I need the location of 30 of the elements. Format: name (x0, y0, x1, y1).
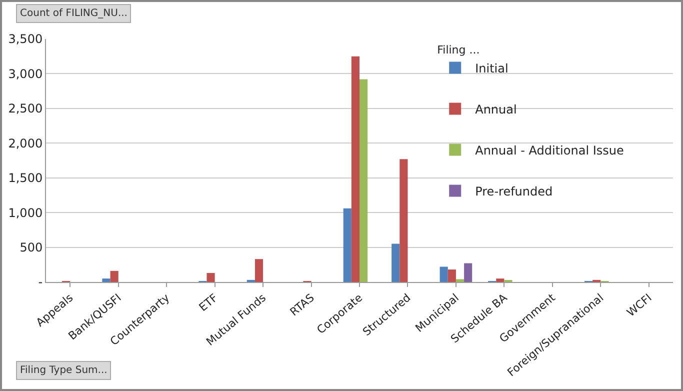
bar (110, 270, 118, 282)
bar (440, 266, 448, 282)
bar (102, 278, 110, 282)
text: Count of FILING_NU... (20, 8, 128, 19)
legend-label: Annual (475, 102, 517, 116)
y-tick-label: - (38, 275, 43, 290)
bar (456, 279, 464, 282)
bar (343, 208, 352, 282)
bar (254, 259, 264, 282)
legend-label: Pre-refunded (475, 184, 553, 198)
bar (400, 159, 408, 282)
legend-title: Filing ... (437, 43, 480, 56)
y-tick-label: 3,000 (8, 66, 43, 81)
y-tick-label: 1,500 (8, 171, 43, 186)
bar (464, 263, 472, 282)
legend-label: Initial (475, 61, 508, 76)
y-tick-label: 2,500 (8, 102, 43, 116)
y-tick-label: 1,000 (8, 206, 43, 220)
y-tick-label: 2,000 (8, 136, 43, 150)
bar (351, 56, 360, 282)
x-tick-label: ETF (196, 291, 220, 314)
legend-label: Annual - Additional Issue (475, 143, 624, 158)
bar (448, 270, 456, 282)
bar (360, 79, 368, 282)
bar (392, 244, 400, 282)
bar (206, 272, 215, 282)
bar (496, 278, 504, 282)
y-tick-label: 500 (20, 240, 43, 254)
text: Filing Type Sum... (20, 365, 108, 376)
y-tick-label: 3,500 (8, 32, 43, 46)
